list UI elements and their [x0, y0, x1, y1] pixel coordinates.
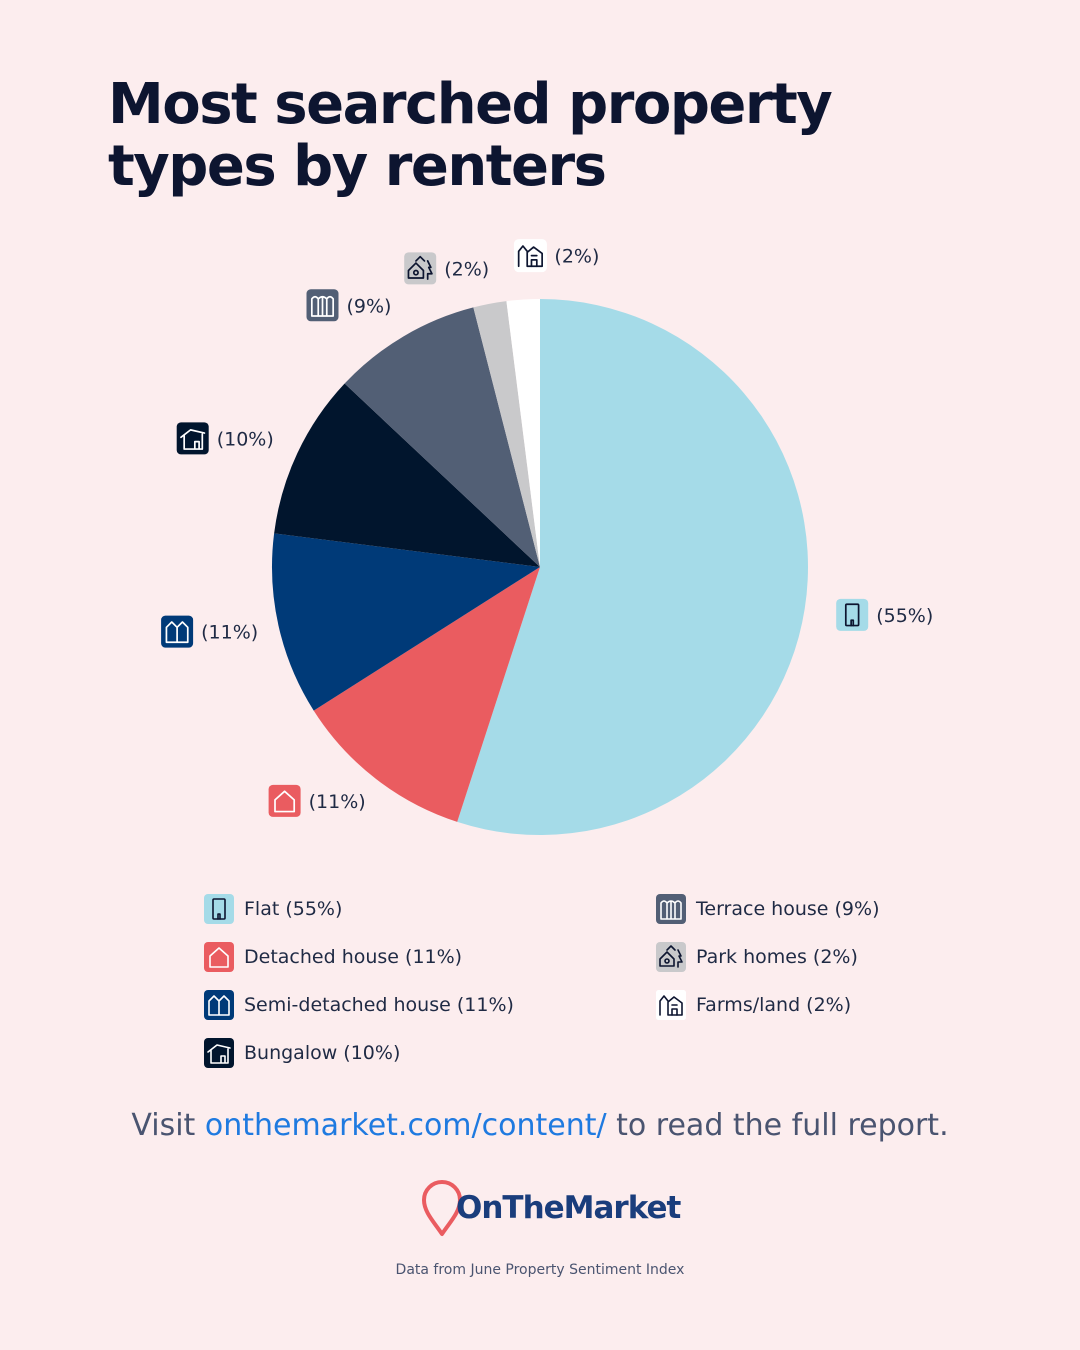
flat-icon — [204, 894, 234, 924]
slice-label-text: (11%) — [309, 791, 366, 813]
detached-house-icon — [204, 942, 234, 972]
legend-item-terrace-house: Terrace house (9%) — [656, 892, 879, 926]
slice-label-text: (2%) — [554, 246, 599, 268]
slice-label: (55%) — [836, 598, 933, 631]
pie-slice-farms-land — [506, 299, 540, 567]
semi-detached-house-icon — [161, 615, 194, 648]
slice-label-text: (10%) — [217, 428, 274, 450]
report-link[interactable]: onthemarket.com/content/ — [204, 1108, 607, 1143]
slice-label-text: (55%) — [876, 605, 933, 627]
legend-label: Detached house (11%) — [244, 946, 463, 968]
visit-suffix: to read the full report. — [606, 1108, 949, 1143]
semi-detached-house-icon — [204, 990, 234, 1020]
slice-label-text: (9%) — [347, 295, 392, 317]
slice-label: (11%) — [161, 615, 258, 648]
legend-label: Flat (55%) — [244, 898, 343, 920]
brand-name: OnTheMarket — [456, 1190, 681, 1226]
bungalow-icon — [176, 422, 209, 455]
flat-icon — [204, 894, 234, 924]
pie-slice-detached-house — [313, 567, 540, 822]
brand-logo[interactable]: OnTheMarket — [420, 1178, 681, 1238]
slice-label: (11%) — [268, 784, 366, 817]
chart-title: Most searched property types by renters — [108, 72, 833, 199]
legend-item-detached-house: Detached house (11%) — [204, 940, 462, 974]
pie-slice-flat — [457, 299, 809, 836]
map-pin-icon — [422, 1180, 462, 1236]
detached-house-icon — [204, 942, 234, 972]
legend-item-flat: Flat (55%) — [204, 892, 342, 926]
slice-label-text: (2%) — [444, 258, 489, 280]
legend-label: Semi-detached house (11%) — [244, 994, 514, 1016]
park-homes-icon — [404, 252, 437, 285]
legend-label: Farms/land (2%) — [696, 994, 852, 1016]
detached-house-icon — [268, 784, 301, 817]
legend-label: Terrace house (9%) — [696, 898, 880, 920]
flat-icon — [836, 598, 869, 631]
terrace-house-icon — [656, 894, 686, 924]
source-note: Data from June Property Sentiment Index — [395, 1262, 685, 1278]
slice-label: (2%) — [513, 239, 599, 273]
report-callout: Visit onthemarket.com/content/ to read t… — [0, 1108, 1080, 1143]
slice-label: (10%) — [176, 422, 274, 455]
park-homes-icon — [656, 942, 686, 972]
visit-prefix: Visit — [131, 1108, 205, 1143]
farms-land-icon — [513, 239, 547, 273]
legend-item-bungalow: Bungalow (10%) — [204, 1036, 400, 1070]
bungalow-icon — [204, 1038, 234, 1068]
pie-slice-park-homes — [473, 301, 540, 567]
pie-slice-bungalow — [274, 383, 540, 567]
park-homes-icon — [656, 942, 686, 972]
bungalow-icon — [204, 1038, 234, 1068]
terrace-house-icon — [656, 894, 686, 924]
farms-land-icon — [656, 990, 686, 1020]
slice-label: (9%) — [306, 289, 392, 322]
farms-land-icon — [656, 990, 686, 1020]
legend-item-farms-land: Farms/land (2%) — [656, 988, 851, 1022]
legend-item-park-homes: Park homes (2%) — [656, 940, 858, 974]
pie-chart: (55%) (11%) (11%) (10%) (9%) (2%) (2%) — [161, 239, 933, 836]
legend-item-semi-detached-house: Semi-detached house (11%) — [204, 988, 514, 1022]
chart-legend: Flat (55%) Detached house (11%) Semi-detac… — [204, 892, 924, 1092]
terrace-house-icon — [306, 289, 339, 322]
pie-slice-semi-detached-house — [271, 533, 540, 711]
legend-label: Bungalow (10%) — [244, 1042, 401, 1064]
slice-label-text: (11%) — [201, 622, 258, 644]
semi-detached-house-icon — [204, 990, 234, 1020]
pie-slice-terrace-house — [344, 307, 540, 567]
slice-label: (2%) — [404, 252, 489, 285]
legend-label: Park homes (2%) — [696, 946, 858, 968]
